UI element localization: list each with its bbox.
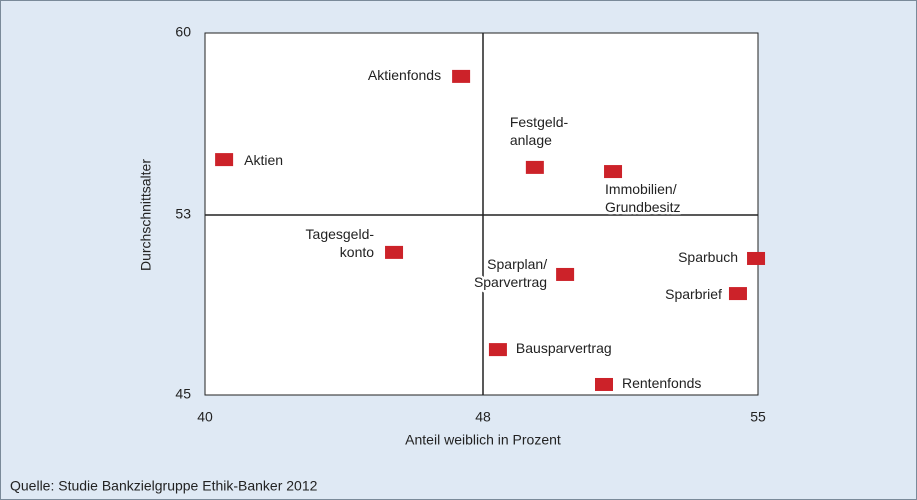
point-label: Aktienfonds [368,67,441,83]
point-label: Immobilien/Grundbesitz [605,181,680,215]
x-tick-label: 40 [197,409,213,425]
point [452,69,471,83]
x-axis-title: Anteil weiblich in Prozent [405,432,561,448]
x-tick-label: 55 [750,409,766,425]
x-tick-label: 48 [475,409,491,425]
point-label: Tagesgeld-konto [306,226,375,260]
point [747,251,766,265]
y-tick-label: 45 [175,386,191,402]
point [215,153,234,167]
y-tick-label: 60 [175,24,191,40]
point [488,343,507,357]
point-label: Sparbuch [678,249,738,265]
point-label: Bausparvertrag [516,340,612,356]
point-label: Sparplan/Sparvertrag [474,256,547,290]
y-tick-label: 53 [175,206,191,222]
source: Quelle: Studie Bankzielgruppe Ethik-Bank… [10,478,318,494]
point [525,160,544,174]
point-label: Sparbrief [665,286,722,302]
point [385,245,404,259]
plot-area [204,32,759,396]
point [595,377,613,391]
point-label: Rentenfonds [622,375,701,391]
point [728,287,747,301]
point-label: Festgeld-anlage [510,114,569,148]
y-axis-title: Durchschnittsalter [138,159,154,271]
point [604,165,623,179]
point [556,267,575,281]
point-label: Aktien [244,152,283,168]
